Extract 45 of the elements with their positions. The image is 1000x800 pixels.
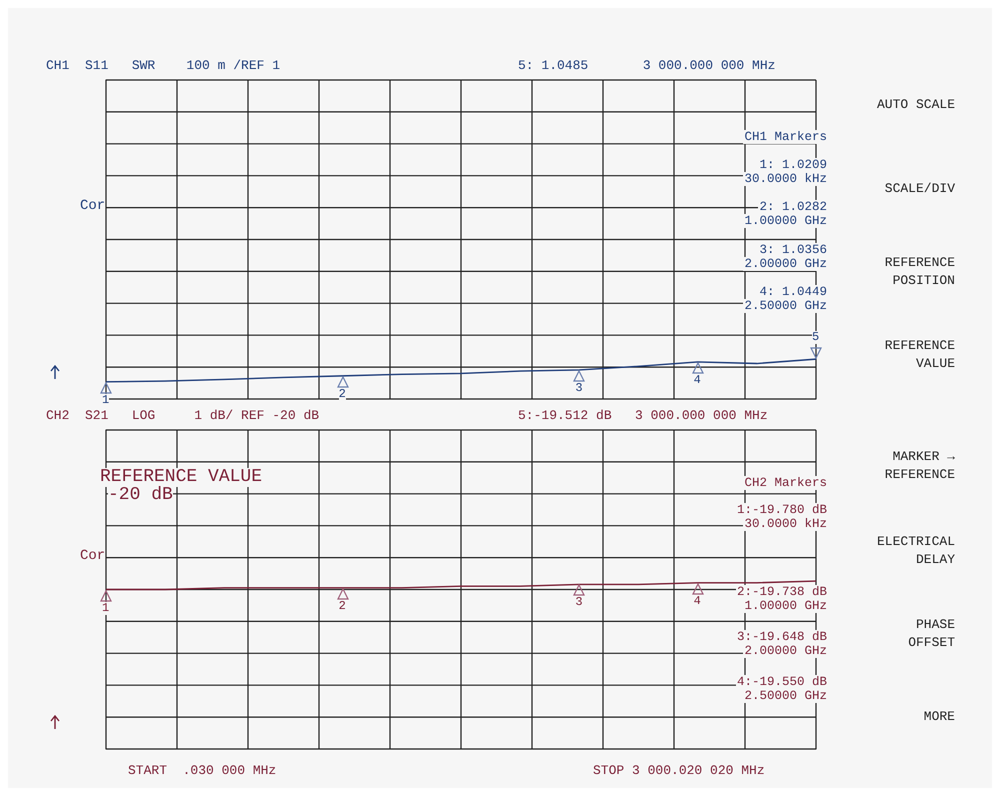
annotation: 4 xyxy=(694,594,701,608)
chart-title: CH1 S11 SWR 100 m /REF 1 xyxy=(46,58,280,73)
annotation: 1 xyxy=(102,392,110,407)
annotation: 4 xyxy=(694,372,701,387)
text: 2: 1.0282 xyxy=(758,200,828,214)
text: -20 dB xyxy=(108,485,173,505)
annotation: 1 xyxy=(102,600,110,614)
annotation: 3:-19.648 dB xyxy=(736,630,828,644)
annotation: 3 xyxy=(575,380,583,395)
text: MARKER → REFERENCE xyxy=(884,448,955,484)
text: AUTO SCALE xyxy=(876,96,955,114)
chart-title: CH2 S21 LOG 1 dB/ REF -20 dB xyxy=(46,408,320,423)
text: REFERENCE VALUE xyxy=(884,337,955,373)
text: START .030 000 MHz xyxy=(128,763,276,778)
text: 1: 1.0209 xyxy=(758,158,828,172)
text: 2.50000 GHz xyxy=(743,299,828,313)
text: CH1 Markers xyxy=(743,130,828,144)
text: 2.00000 GHz xyxy=(743,257,828,271)
annotation: 1.00000 GHz xyxy=(743,599,828,613)
annotation: 4:-19.550 dB xyxy=(736,675,828,689)
text: ELECTRICAL DELAY xyxy=(876,533,955,569)
annotation: 2 xyxy=(338,386,346,401)
text: MORE xyxy=(922,708,955,726)
text: 30.0000 kHz xyxy=(743,517,828,531)
text: PHASE OFFSET xyxy=(907,616,955,652)
text: Cor xyxy=(80,198,106,214)
annotation: 2 xyxy=(338,598,346,613)
text: 1:-19.780 dB xyxy=(736,503,828,517)
chart-subtitle: 5: 1.0485 3 000.000 000 MHz xyxy=(518,58,776,73)
text: CH2 Markers xyxy=(743,476,828,490)
annotation: 2.00000 GHz xyxy=(743,644,828,658)
text: 30.0000 kHz xyxy=(743,172,828,186)
chart-subtitle: 5:-19.512 dB 3 000.000 000 MHz xyxy=(518,408,768,423)
text: SCALE/DIV xyxy=(884,180,955,198)
text: 5 xyxy=(812,330,820,344)
text: 3: 1.0356 xyxy=(758,243,828,257)
text: Cor xyxy=(80,548,106,564)
annotation: 3 xyxy=(575,595,583,610)
text: REFERENCE POSITION xyxy=(884,254,955,290)
text: REFERENCE VALUE xyxy=(100,467,262,487)
annotation: 2:-19.738 dB xyxy=(736,585,828,599)
text: 1.00000 GHz xyxy=(743,214,828,228)
text: STOP 3 000.020 020 MHz xyxy=(593,763,765,778)
annotation: 2.50000 GHz xyxy=(743,689,828,703)
text: 4: 1.0449 xyxy=(758,285,828,299)
